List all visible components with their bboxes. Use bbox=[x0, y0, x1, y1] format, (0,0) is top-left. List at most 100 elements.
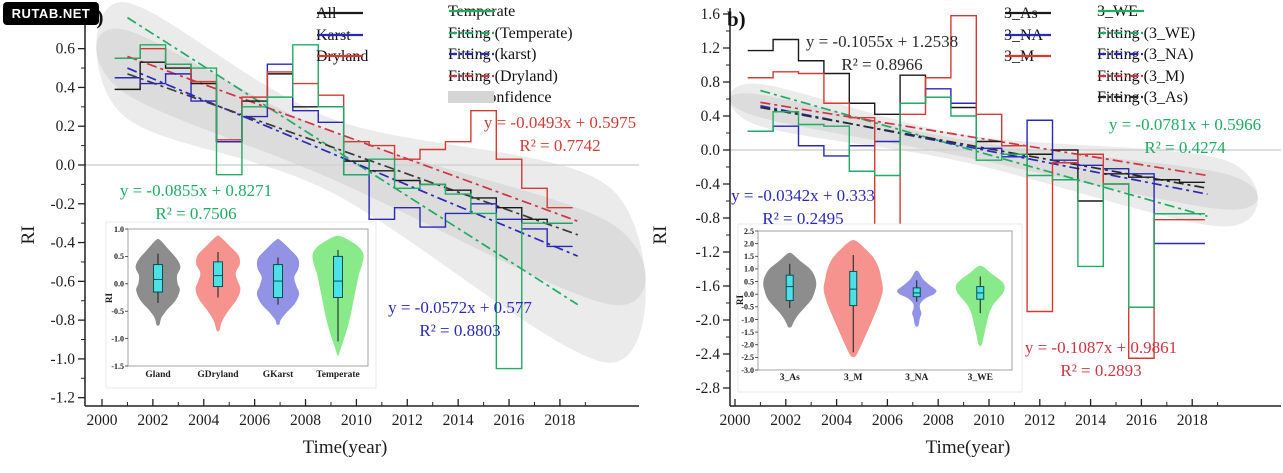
legend-swatch-solid bbox=[1098, 9, 1144, 13]
inset-y-tick-label: 1.0 bbox=[744, 265, 754, 274]
inset-y-tick-label: 0.0 bbox=[114, 280, 124, 289]
x-tick-label: 2018 bbox=[544, 412, 575, 429]
legend-item-3_m: 3_M bbox=[1004, 48, 1051, 66]
inset-category-label: Temperate bbox=[316, 370, 359, 380]
violin-box bbox=[912, 287, 921, 298]
legend-item-95-confidence: 95% confidence bbox=[448, 89, 552, 107]
fit-line-Fitting (3_WE) bbox=[760, 89, 1208, 218]
legend-item-fitting-dryland-: Fitting (Dryland) bbox=[448, 68, 558, 86]
inset-y-tick-label: -1.0 bbox=[111, 334, 124, 343]
legend-item-3_na: 3_NA bbox=[1004, 27, 1051, 45]
legend-label: Fitting (Temperate) bbox=[448, 24, 573, 42]
legend-item-3_we: 3_WE bbox=[1097, 3, 1144, 21]
legend-item-dryland: Dryland bbox=[316, 48, 368, 66]
annotation-line: R² = 0.7506 bbox=[155, 204, 237, 223]
fit-line-Fitting (3_As) bbox=[760, 106, 1208, 190]
inset-y-tick-label: -1.0 bbox=[741, 315, 754, 324]
legend-swatch-dashdot bbox=[1098, 74, 1144, 77]
legend-swatch-solid bbox=[317, 33, 363, 36]
x-tick-label: 2014 bbox=[1075, 412, 1106, 429]
inset-y-axis-title: RI bbox=[735, 295, 745, 305]
x-tick-label: 2012 bbox=[392, 412, 423, 429]
legend-item-fitting-3_na-: Fitting (3_NA) bbox=[1097, 46, 1193, 64]
inset-y-tick-label: 0.0 bbox=[744, 290, 754, 299]
legend-swatch-solid bbox=[317, 11, 363, 15]
inset-y-tick-label: -1.5 bbox=[741, 328, 754, 337]
legend-item-temperate: Temperate bbox=[448, 3, 515, 21]
y-tick-label: -2.4 bbox=[695, 346, 720, 363]
watermark-badge: RUTAB.NET bbox=[3, 2, 99, 25]
inset-y-tick-label: 0.5 bbox=[114, 252, 124, 261]
annotation-line: R² = 0.8966 bbox=[841, 55, 923, 74]
regression-annotation: y = -0.0572x + 0.577 R² = 0.8803 bbox=[300, 296, 620, 342]
inset-y-tick-label: 2.5 bbox=[744, 227, 754, 236]
regression-annotation: y = -0.0493x + 0.5975 R² = 0.7742 bbox=[400, 111, 720, 157]
annotation-line: R² = 0.8803 bbox=[419, 321, 501, 340]
fit-line-Fitting (3_M) bbox=[760, 101, 1208, 177]
legend-swatch-solid bbox=[1005, 54, 1051, 58]
inset-y-axis-title: RI bbox=[104, 293, 114, 303]
y-tick-label: -0.4 bbox=[50, 235, 75, 252]
legend-swatch-dashdot bbox=[1098, 31, 1144, 34]
legend-label: Fitting (3_M) bbox=[1097, 67, 1185, 85]
series-line-Temperate bbox=[114, 44, 573, 370]
y-tick-label: -1.0 bbox=[50, 351, 75, 368]
annotation-line: R² = 0.2495 bbox=[762, 209, 844, 228]
fit-line-Fitting (3_NA) bbox=[760, 104, 1208, 196]
inset-y-tick-label: 1.5 bbox=[744, 252, 754, 261]
violin-box bbox=[849, 270, 858, 307]
legend-swatch-dashdot bbox=[449, 31, 495, 34]
x-tick-label: 2008 bbox=[923, 412, 954, 429]
legend-swatch-fill bbox=[448, 91, 494, 103]
annotation-line: y = -0.0342x + 0.333 bbox=[731, 186, 875, 205]
legend-swatch-solid bbox=[1005, 33, 1051, 36]
x-tick-label: 2012 bbox=[1024, 412, 1055, 429]
x-tick-label: 2002 bbox=[137, 412, 168, 429]
x-tick-label: 2002 bbox=[770, 412, 801, 429]
panel-b-label: b) bbox=[727, 7, 746, 31]
inset-y-tick-label: -2.0 bbox=[741, 341, 754, 350]
violin-box bbox=[153, 264, 163, 293]
inset-category-label: 3_NA bbox=[905, 373, 928, 383]
legend-label: Fitting (3_WE) bbox=[1097, 24, 1196, 42]
inset-category-label: 3_As bbox=[780, 373, 800, 383]
y-tick-label: -1.2 bbox=[50, 390, 75, 407]
y-tick-label: -0.8 bbox=[695, 210, 720, 227]
panel-b-chart: 1.6 1.2 0.8 0.4 0.0 -0.4 -0.8 -1.2 -1.6 -2.0 -2.4 -… bbox=[695, 6, 1281, 429]
legend-item-fitting-temperate-: Fitting (Temperate) bbox=[448, 25, 573, 43]
confidence-band bbox=[96, 28, 646, 306]
regression-annotation: y = -0.0342x + 0.333 R² = 0.2495 bbox=[643, 184, 963, 230]
inset-y-tick-label: 2.0 bbox=[744, 239, 754, 248]
x-tick-label: 2010 bbox=[341, 412, 372, 429]
y-tick-label: -0.6 bbox=[50, 273, 75, 290]
y-tick-label: 0.0 bbox=[56, 157, 76, 174]
y-tick-label: 0.4 bbox=[701, 108, 721, 125]
legend-swatch-dashdot bbox=[1098, 95, 1144, 99]
panel-a-xaxis-title: Time(year) bbox=[302, 437, 388, 458]
inset-y-tick-label: -3.0 bbox=[741, 366, 754, 375]
x-tick-label: 2016 bbox=[494, 412, 525, 429]
y-tick-label: 0.8 bbox=[701, 74, 721, 91]
legend-item-karst: Karst bbox=[316, 27, 363, 45]
y-tick-label: 1.6 bbox=[701, 6, 721, 23]
y-tick-label: -2.0 bbox=[695, 312, 720, 329]
inset-y-tick-label: -2.5 bbox=[741, 353, 754, 362]
inset-y-tick-label: -1.5 bbox=[111, 362, 124, 371]
x-tick-label: 2010 bbox=[974, 412, 1005, 429]
inset-y-tick-label: 0.5 bbox=[744, 277, 754, 286]
violin-box bbox=[213, 261, 223, 288]
x-tick-label: 2006 bbox=[239, 412, 270, 429]
violin-box bbox=[785, 274, 794, 301]
y-tick-label: -0.8 bbox=[50, 312, 75, 329]
x-tick-label: 2006 bbox=[872, 412, 903, 429]
annotation-line: y = -0.1055x + 1.2538 bbox=[805, 32, 959, 51]
legend-swatch-solid bbox=[317, 54, 363, 58]
legend-swatch-dashdot bbox=[449, 74, 495, 77]
legend-fill-swatch bbox=[448, 91, 494, 103]
series-line-3_WE bbox=[747, 96, 1205, 308]
inset-category-label: GKarst bbox=[263, 370, 294, 380]
regression-annotation: y = -0.0855x + 0.8271 R² = 0.7506 bbox=[36, 179, 356, 225]
annotation-line: R² = 0.4274 bbox=[1144, 138, 1226, 157]
inset-category-label: 3_WE bbox=[968, 373, 993, 383]
x-tick-label: 2018 bbox=[1177, 412, 1208, 429]
